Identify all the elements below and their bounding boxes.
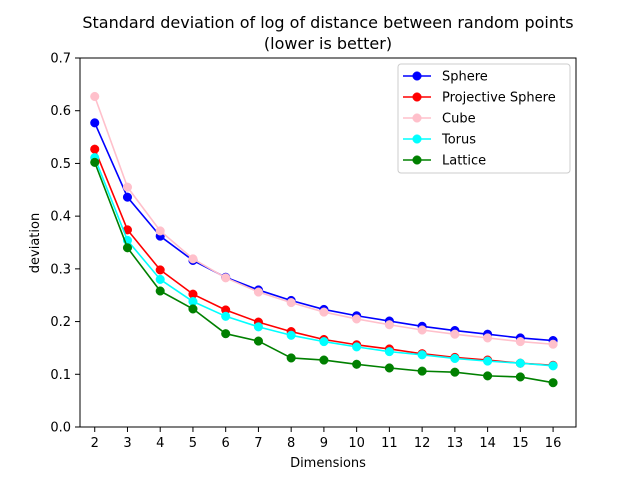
x-tick-label: 6 <box>222 436 230 451</box>
data-point-cube <box>384 320 394 330</box>
data-point-cube <box>450 329 460 339</box>
data-point-sphere <box>90 118 100 128</box>
x-tick-label: 11 <box>381 436 398 451</box>
series-torus <box>90 153 558 371</box>
x-tick-label: 10 <box>348 436 365 451</box>
series-lattice <box>90 157 558 388</box>
data-point-torus <box>253 322 263 332</box>
x-tick-label: 7 <box>254 436 262 451</box>
data-point-projective-sphere <box>155 265 165 275</box>
data-point-lattice <box>319 355 329 365</box>
data-point-cube <box>352 314 362 324</box>
data-point-lattice <box>221 329 231 339</box>
data-point-lattice <box>515 372 525 382</box>
legend-swatch-marker <box>412 92 422 102</box>
x-axis-label: Dimensions <box>290 456 366 471</box>
x-tick-label: 5 <box>189 436 197 451</box>
y-axis-label: deviation <box>28 213 43 273</box>
legend-label: Torus <box>441 133 476 148</box>
data-point-cube <box>188 254 198 264</box>
data-point-sphere <box>122 192 133 202</box>
data-point-cube <box>548 339 558 349</box>
x-tick-label: 16 <box>545 436 562 451</box>
data-point-lattice <box>188 304 198 314</box>
data-point-torus <box>155 274 165 284</box>
data-point-torus <box>319 337 329 347</box>
x-tick-label: 14 <box>479 436 496 451</box>
plot-area: 2 3 4 5 6 7 8 9 10 11 12 13 14 15 16 0.0 0.1 0.2 0.3 0.4 0.5… <box>50 52 577 451</box>
y-tick-label: 0.4 <box>50 210 71 225</box>
data-point-torus <box>515 358 525 368</box>
data-point-lattice <box>286 353 296 363</box>
legend-label: Sphere <box>442 70 488 85</box>
y-tick-label: 0.6 <box>50 104 71 119</box>
legend-swatch-marker <box>412 113 422 123</box>
x-tick-label: 4 <box>156 436 164 451</box>
x-tick-label: 9 <box>320 436 328 451</box>
data-point-lattice <box>417 366 427 376</box>
y-tick-label: 0.2 <box>50 315 71 330</box>
data-point-torus <box>483 356 493 366</box>
data-point-cube <box>221 273 231 283</box>
y-tick-label: 0.5 <box>50 157 71 172</box>
data-point-cube <box>90 91 100 102</box>
data-point-cube <box>122 182 133 192</box>
legend-entry-projective-sphere: Projective Sphere <box>403 91 556 106</box>
data-point-lattice <box>384 363 394 373</box>
chart-title: Standard deviation of log of distance be… <box>82 13 573 32</box>
legend-swatch-marker <box>412 134 422 144</box>
data-point-lattice <box>155 286 165 296</box>
x-tick-label: 3 <box>123 436 131 451</box>
legend-entry-torus: Torus <box>403 133 476 148</box>
legend-swatch-marker <box>412 71 422 81</box>
data-point-cube <box>253 287 263 297</box>
legend-entry-cube: Cube <box>403 112 476 127</box>
y-tick-label: 0.0 <box>50 421 71 436</box>
data-point-lattice <box>483 371 493 381</box>
series-cube <box>90 91 558 349</box>
data-point-torus <box>286 330 296 340</box>
plot-frame <box>79 57 577 428</box>
x-tick-label: 8 <box>287 436 295 451</box>
data-point-cube <box>286 298 296 308</box>
y-tick-label: 0.3 <box>50 262 71 277</box>
data-point-lattice <box>548 378 558 388</box>
x-tick-label: 12 <box>414 436 431 451</box>
legend-label: Cube <box>442 112 476 127</box>
x-tick-label: 2 <box>91 436 99 451</box>
legend: Sphere Projective Sphere Cube Torus Lattice <box>397 63 571 174</box>
legend-swatch-marker <box>412 155 422 165</box>
legend-label: Lattice <box>442 154 486 169</box>
data-point-torus <box>548 361 558 371</box>
legend-entry-sphere: Sphere <box>403 70 488 85</box>
data-point-cube <box>515 337 525 347</box>
y-tick-label: 0.1 <box>50 368 71 383</box>
legend-box <box>397 63 571 174</box>
data-point-cube <box>483 333 493 343</box>
data-point-lattice <box>450 367 460 377</box>
data-point-projective-sphere <box>90 144 100 154</box>
data-point-torus <box>221 311 231 321</box>
x-tick-label: 13 <box>447 436 464 451</box>
legend-label: Projective Sphere <box>442 91 556 106</box>
y-tick-label: 0.7 <box>50 52 71 67</box>
data-point-torus <box>450 353 460 364</box>
data-point-torus <box>384 347 394 357</box>
data-point-lattice <box>253 336 263 346</box>
data-point-torus <box>417 350 427 360</box>
data-point-cube <box>319 307 329 317</box>
data-point-lattice <box>122 243 133 253</box>
chart-subtitle: (lower is better) <box>264 34 392 53</box>
x-tick-label: 15 <box>512 436 529 451</box>
legend-entry-lattice: Lattice <box>403 154 486 169</box>
data-point-lattice <box>352 359 362 369</box>
data-point-torus <box>352 342 362 352</box>
data-point-lattice <box>90 157 100 167</box>
data-point-cube <box>417 325 427 335</box>
data-point-cube <box>155 226 165 236</box>
